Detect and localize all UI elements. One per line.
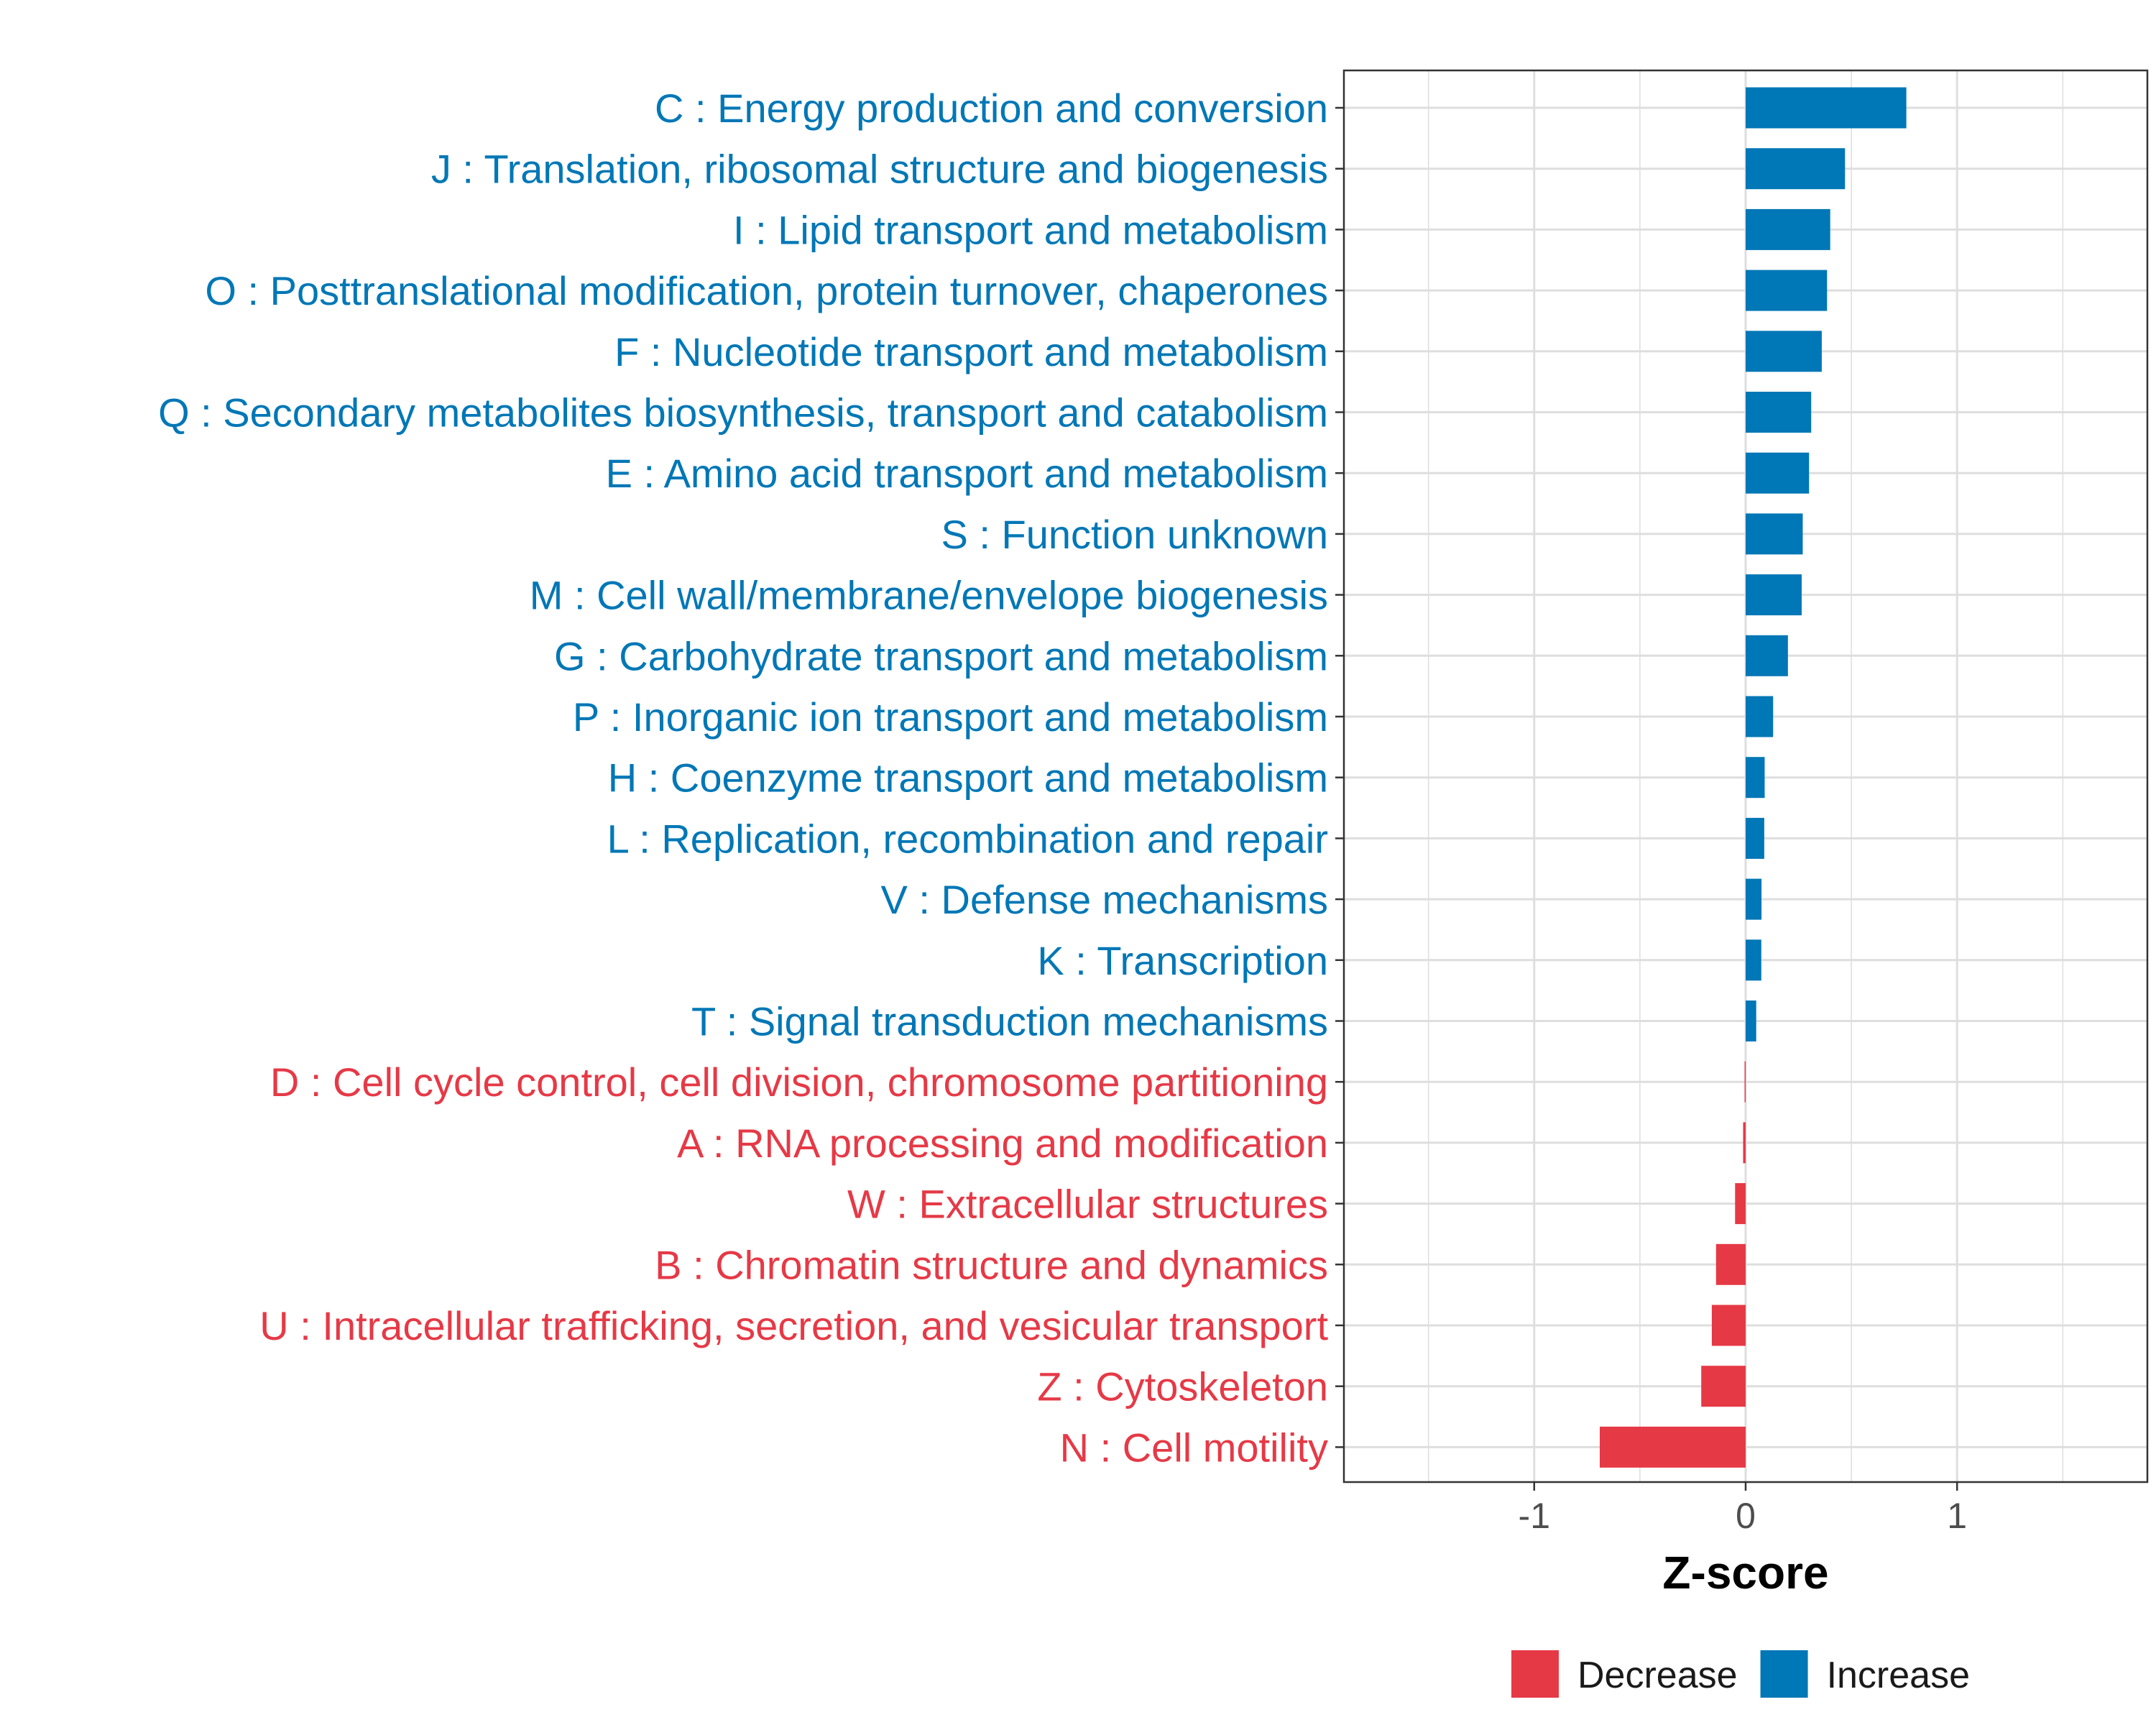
category-label: Z : Cytoskeleton [1037, 1364, 1328, 1409]
bar [1746, 270, 1828, 311]
bar [1701, 1366, 1746, 1407]
category-label: S : Function unknown [941, 512, 1328, 557]
y-axis: C : Energy production and conversion J : … [158, 86, 1344, 1470]
category-label: K : Transcription [1037, 938, 1328, 983]
category-label: C : Energy production and conversion [655, 86, 1328, 131]
bar [1746, 1000, 1756, 1041]
bar [1599, 1426, 1746, 1468]
category-label: A : RNA processing and modification [677, 1121, 1328, 1166]
bar [1746, 696, 1774, 737]
category-label: P : Inorganic ion transport and metaboli… [573, 694, 1328, 740]
category-label: E : Amino acid transport and metabolism [606, 451, 1328, 496]
category-label: T : Signal transduction mechanisms [691, 999, 1328, 1044]
bar [1746, 939, 1761, 981]
bar [1711, 1305, 1746, 1346]
bar [1746, 392, 1812, 433]
category-label: I : Lipid transport and metabolism [733, 207, 1328, 252]
x-tick-label: 1 [1947, 1496, 1967, 1536]
legend-label: Decrease [1577, 1655, 1738, 1696]
category-label: W : Extracellular structures [847, 1182, 1328, 1227]
category-label: U : Intracellular trafficking, secretion… [259, 1303, 1328, 1348]
category-label: M : Cell wall/membrane/envelope biogenes… [530, 573, 1328, 618]
category-label: Q : Secondary metabolites biosynthesis, … [158, 390, 1328, 436]
x-tick-label: -1 [1519, 1496, 1550, 1536]
category-label: O : Posttranslational modification, prot… [205, 268, 1328, 313]
category-label: L : Replication, recombination and repai… [607, 816, 1328, 861]
x-tick-label: 0 [1736, 1496, 1756, 1536]
bar [1735, 1183, 1746, 1225]
category-label: B : Chromatin structure and dynamics [655, 1242, 1328, 1287]
bar [1746, 331, 1822, 372]
category-label: N : Cell motility [1060, 1425, 1328, 1470]
legend: Decrease Increase [1511, 1650, 1970, 1698]
bar [1746, 513, 1803, 555]
bar [1746, 208, 1830, 250]
category-label: F : Nucleotide transport and metabolism [614, 329, 1328, 374]
category-label: H : Coenzyme transport and metabolism [608, 755, 1328, 801]
bar [1746, 757, 1765, 799]
bar [1743, 1122, 1746, 1164]
bar [1746, 817, 1764, 859]
bar-layer [1599, 87, 1907, 1468]
x-axis: -1 0 1 [1519, 1482, 1967, 1536]
legend-label: Increase [1827, 1655, 1970, 1696]
bar [1746, 635, 1788, 676]
bar [1746, 148, 1846, 190]
category-label: V : Defense mechanisms [881, 877, 1328, 922]
bar [1746, 87, 1907, 129]
legend-swatch [1760, 1650, 1808, 1698]
category-label: G : Carbohydrate transport and metabolis… [554, 633, 1328, 678]
legend-swatch [1511, 1650, 1559, 1698]
bar [1746, 574, 1802, 616]
x-axis-title: Z-score [1662, 1547, 1828, 1598]
bar [1746, 452, 1810, 494]
bar [1746, 878, 1762, 920]
bar [1715, 1243, 1746, 1285]
bar [1744, 1061, 1746, 1103]
category-label: D : Cell cycle control, cell division, c… [270, 1059, 1328, 1105]
category-label: J : Translation, ribosomal structure and… [431, 147, 1328, 192]
